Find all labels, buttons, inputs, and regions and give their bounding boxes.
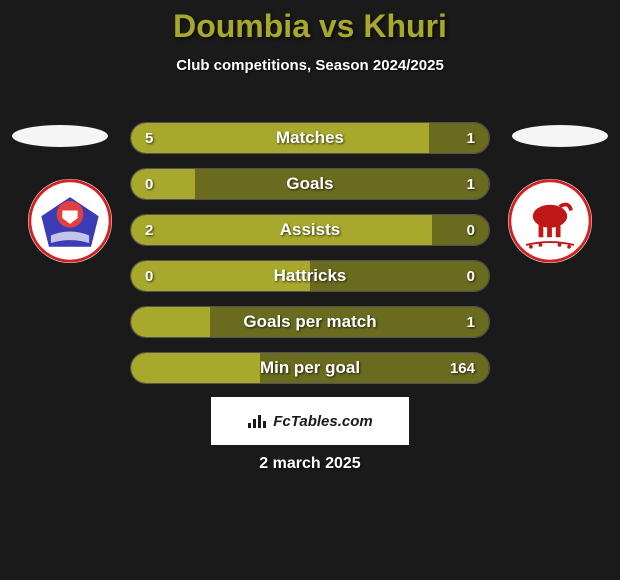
footer-date: 2 march 2025 bbox=[0, 455, 620, 473]
stat-row: Goals0 1 bbox=[130, 168, 490, 200]
stat-label: Matches bbox=[131, 123, 489, 153]
stats-container: Matches51Goals01Assists20Hattricks00Goal… bbox=[130, 122, 490, 398]
stat-value-right: 1 bbox=[467, 307, 475, 337]
stat-row: Hattricks0 0 bbox=[130, 260, 490, 292]
stat-label: Goals bbox=[131, 169, 489, 199]
stat-row: Goals per match1 bbox=[130, 306, 490, 338]
stat-value-left: 0 bbox=[145, 261, 153, 291]
stat-label: Hattricks bbox=[131, 261, 489, 291]
stat-value-right: 0 bbox=[467, 215, 475, 245]
player-shadow-right bbox=[512, 125, 608, 147]
attribution-badge: FcTables.com bbox=[211, 397, 409, 445]
stat-row: Min per goal164 bbox=[130, 352, 490, 384]
club-badge-left bbox=[22, 178, 118, 264]
stat-row: Assists2 0 bbox=[130, 214, 490, 246]
comparison-subtitle: Club competitions, Season 2024/2025 bbox=[0, 57, 620, 74]
stat-value-right: 1 bbox=[467, 169, 475, 199]
chart-icon bbox=[247, 413, 267, 429]
club-badge-right bbox=[502, 178, 598, 264]
stat-value-left: 2 bbox=[145, 215, 153, 245]
attribution-text: FcTables.com bbox=[273, 413, 372, 430]
stat-value-left: 0 bbox=[145, 169, 153, 199]
stat-label: Min per goal bbox=[131, 353, 489, 383]
stat-value-right: 164 bbox=[450, 353, 475, 383]
stat-value-left: 5 bbox=[145, 123, 153, 153]
player-shadow-left bbox=[12, 125, 108, 147]
stat-label: Goals per match bbox=[131, 307, 489, 337]
stat-row: Matches5 1 bbox=[130, 122, 490, 154]
stat-value-right: 1 bbox=[467, 123, 475, 153]
stat-label: Assists bbox=[131, 215, 489, 245]
comparison-title: Doumbia vs Khuri bbox=[0, 0, 620, 45]
stat-value-right: 0 bbox=[467, 261, 475, 291]
